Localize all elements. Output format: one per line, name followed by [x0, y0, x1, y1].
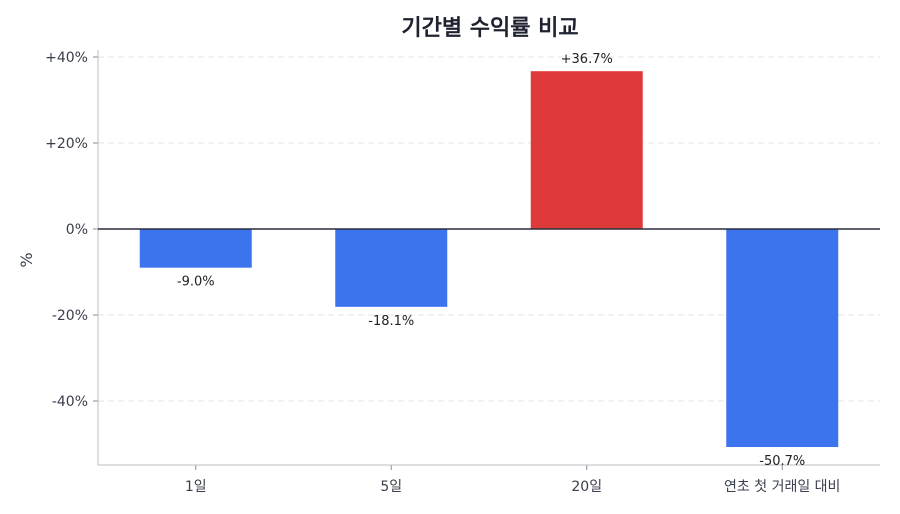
- bar: [139, 229, 252, 268]
- y-axis-label: %: [17, 252, 36, 267]
- y-tick-label: -40%: [52, 394, 88, 410]
- y-tick-label: 0%: [66, 222, 88, 238]
- x-tick-label: 5일: [380, 479, 402, 495]
- bar: [335, 229, 448, 307]
- bar: [726, 229, 839, 448]
- labels: +40% +20% 0% -20% -40% -9.0% 1일 -18.1% 5일 +36.7% 2…: [45, 50, 840, 495]
- data-label: -50.7%: [759, 454, 805, 469]
- bar: [530, 71, 643, 229]
- y-tick-label: +40%: [45, 50, 88, 66]
- chart-title: 기간별 수익률 비교: [401, 16, 578, 41]
- axes: [93, 50, 880, 470]
- y-tick-label: +20%: [45, 136, 88, 152]
- data-label: +36.7%: [561, 52, 613, 67]
- x-tick-label: 연초 첫 거래일 대비: [724, 479, 840, 495]
- bars: [139, 71, 839, 448]
- y-tick-label: -20%: [52, 308, 88, 324]
- x-tick-label: 20일: [571, 479, 602, 495]
- data-label: -18.1%: [368, 314, 414, 329]
- data-label: -9.0%: [177, 275, 215, 290]
- x-tick-label: 1일: [185, 479, 207, 495]
